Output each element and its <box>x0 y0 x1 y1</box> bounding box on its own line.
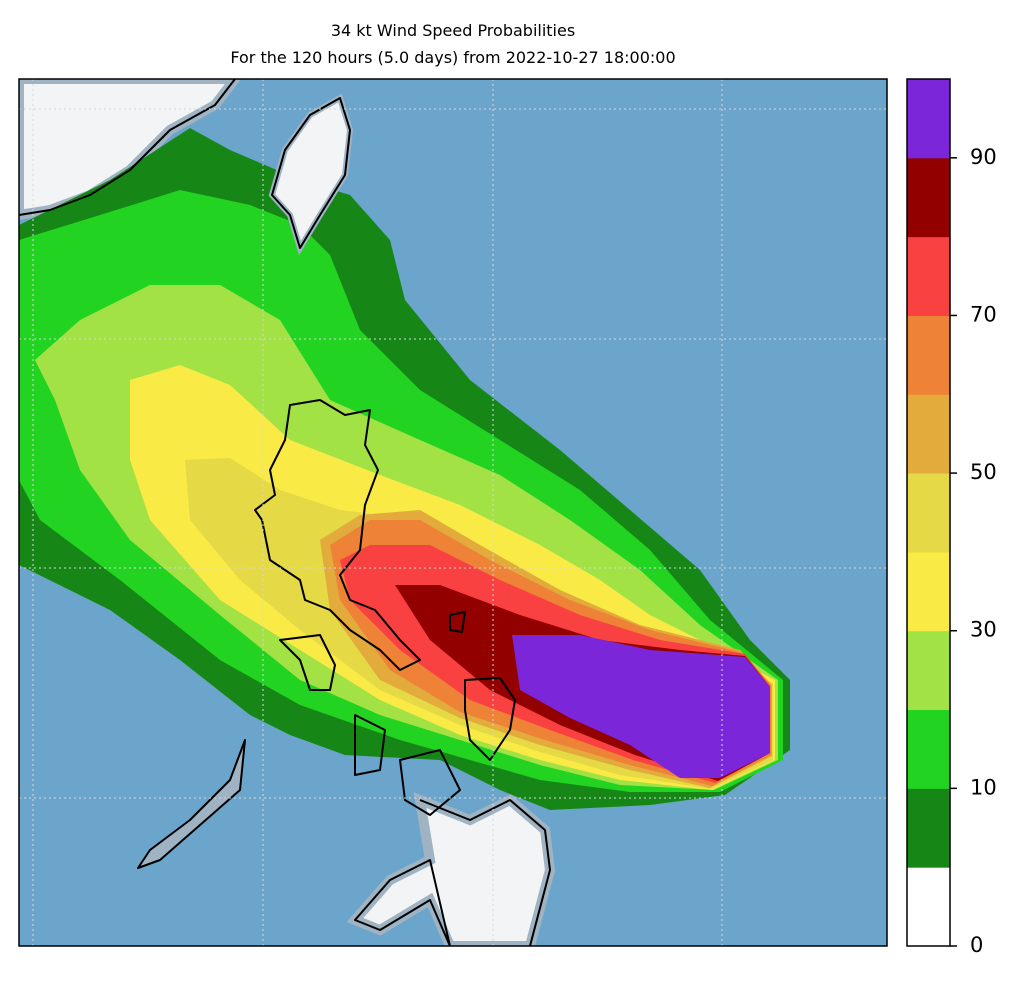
colorbar-segment <box>907 630 950 711</box>
map <box>19 79 887 946</box>
colorbar-segment <box>907 788 950 868</box>
colorbar-tick-label: 70 <box>970 302 997 326</box>
subtitle: For the 120 hours (5.0 days) from 2022-1… <box>230 48 675 67</box>
colorbar-segment <box>907 473 950 553</box>
colorbar-tick-label: 90 <box>970 145 997 169</box>
colorbar-segment <box>907 157 950 238</box>
colorbar-segment <box>907 315 950 395</box>
coastline <box>449 611 466 633</box>
colorbar: 0 10 30 50 70 90 <box>906 78 997 957</box>
title: 34 kt Wind Speed Probabilities <box>331 21 575 40</box>
colorbar-segment <box>907 867 950 947</box>
coastline <box>137 739 246 869</box>
coastline <box>354 714 386 776</box>
coastline <box>354 799 551 946</box>
coastline <box>271 97 351 249</box>
map-frame <box>18 78 888 947</box>
probability-contour <box>512 635 770 778</box>
colorbar-tick-label: 50 <box>970 460 997 484</box>
colorbar-segment <box>907 551 950 632</box>
colorbar-tick-label: 10 <box>970 775 997 799</box>
colorbar-tick-label: 30 <box>970 618 997 642</box>
colorbar-frame <box>906 78 951 947</box>
colorbar-segment <box>907 394 950 474</box>
colorbar-tick-label: 0 <box>970 933 983 957</box>
coastline <box>399 749 461 816</box>
colorbar-segment <box>907 79 950 159</box>
coastline <box>254 399 421 671</box>
coastline <box>19 79 236 216</box>
coastline <box>279 634 336 691</box>
contours <box>19 128 790 810</box>
colorbar-segment <box>907 709 950 789</box>
coastline <box>464 677 516 761</box>
colorbar-segment <box>907 236 950 316</box>
